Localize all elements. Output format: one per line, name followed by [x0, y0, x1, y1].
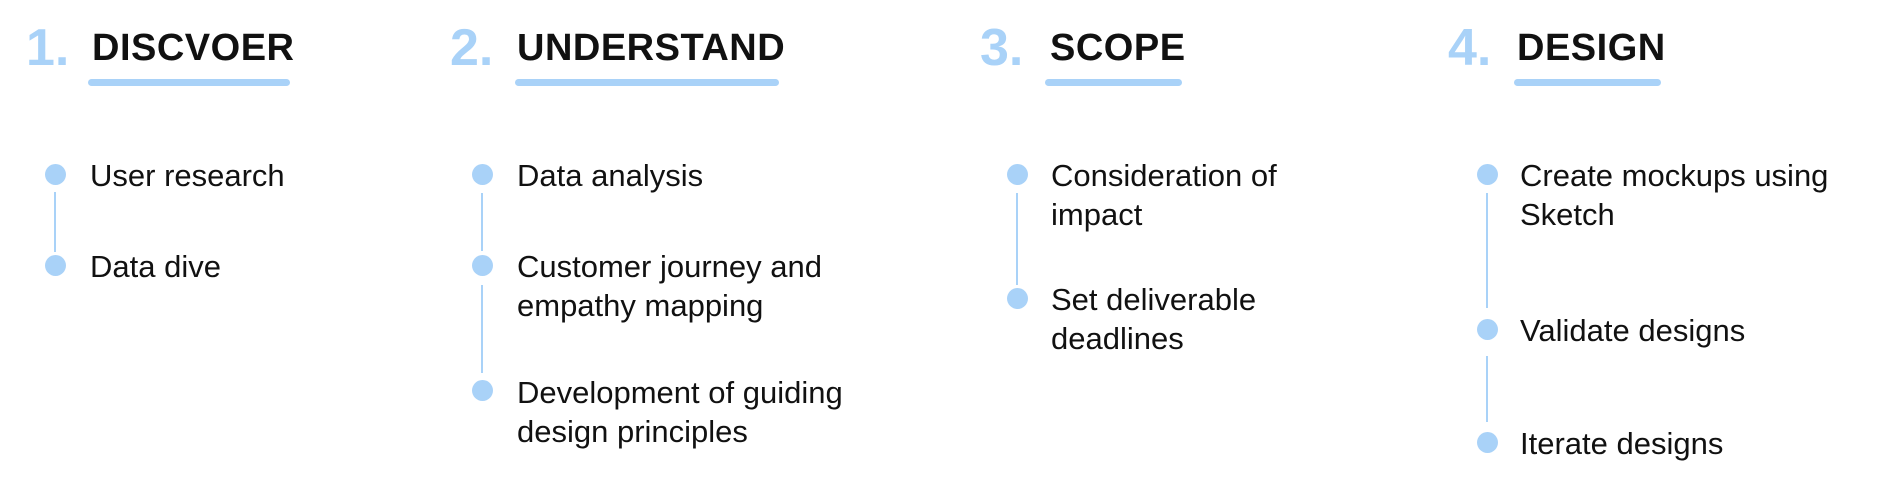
step-connector [481, 285, 483, 373]
step-label-line: impact [1051, 197, 1143, 232]
step-label: Consideration of impact [1051, 156, 1277, 234]
step-dot [45, 255, 66, 276]
step-dot [1477, 164, 1498, 185]
step-connector [1486, 193, 1488, 308]
stage-title: SCOPE [1050, 27, 1186, 69]
step-label-line: Consideration of [1051, 158, 1277, 193]
step-label-line: User research [90, 158, 285, 193]
step-label-line: Customer journey and [517, 249, 822, 284]
step-connector [481, 193, 483, 251]
step-label-line: Sketch [1520, 197, 1615, 232]
step-dot [1007, 288, 1028, 309]
step-dot [45, 164, 66, 185]
step-label: Data analysis [517, 156, 703, 195]
step-label-line: Data analysis [517, 158, 704, 193]
step-label: Create mockups using Sketch [1520, 156, 1828, 234]
stage-underline [1045, 79, 1182, 86]
stage-underline [515, 79, 779, 86]
step-label: Data dive [90, 247, 221, 286]
stage-number: 1. [26, 19, 70, 77]
stage-title: UNDERSTAND [517, 27, 786, 69]
stage-title: DESIGN [1517, 27, 1666, 69]
step-dot [472, 255, 493, 276]
step-label-line: Create mockups using [1520, 158, 1829, 193]
stage-number: 4. [1448, 19, 1492, 77]
step-label-line: Data dive [90, 249, 221, 284]
step-dot [472, 164, 493, 185]
stage-title: DISCVOER [92, 27, 295, 69]
stage-number: 3. [980, 19, 1024, 77]
stage-number: 2. [450, 19, 494, 77]
step-label-line: Development of guiding [517, 375, 843, 410]
step-label: Development of guiding design principles [517, 373, 843, 451]
step-connector [1486, 356, 1488, 422]
step-label: Iterate designs [1520, 424, 1723, 463]
step-label: Validate designs [1520, 311, 1745, 350]
step-label: Set deliverable deadlines [1051, 280, 1256, 358]
step-label-line: design principles [517, 414, 748, 449]
step-dot [472, 380, 493, 401]
step-dot [1007, 164, 1028, 185]
step-label-line: Validate designs [1520, 313, 1746, 348]
step-label: Customer journey and empathy mapping [517, 247, 822, 325]
step-label-line: empathy mapping [517, 288, 764, 323]
step-dot [1477, 319, 1498, 340]
step-label-line: Set deliverable [1051, 282, 1257, 317]
step-label-line: Iterate designs [1520, 426, 1724, 461]
stage-underline [88, 79, 290, 86]
step-dot [1477, 432, 1498, 453]
step-label-line: deadlines [1051, 321, 1184, 356]
step-connector [1016, 193, 1018, 285]
stage-underline [1514, 79, 1661, 86]
step-label: User research [90, 156, 285, 195]
step-connector [54, 192, 56, 252]
